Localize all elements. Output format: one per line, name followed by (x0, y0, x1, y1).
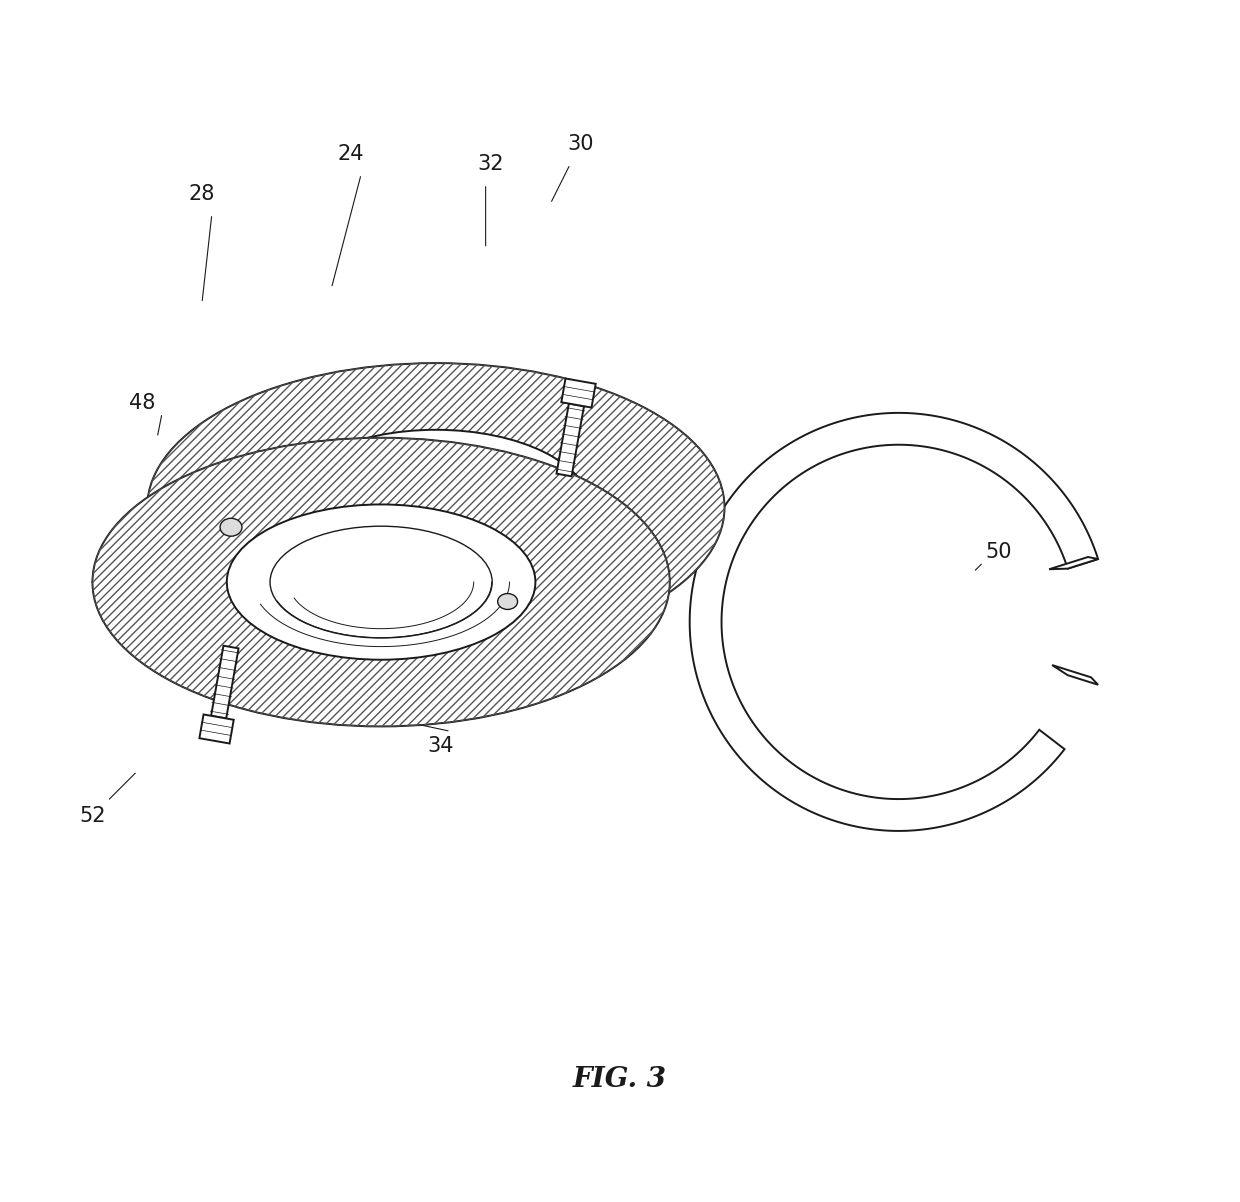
Polygon shape (1052, 665, 1099, 685)
Text: 24: 24 (339, 144, 365, 165)
Text: 30: 30 (567, 135, 594, 154)
Text: 32: 32 (477, 154, 503, 174)
Polygon shape (1049, 557, 1099, 570)
Polygon shape (93, 507, 724, 726)
Polygon shape (562, 379, 595, 407)
Text: 40: 40 (557, 558, 584, 577)
Text: 50: 50 (985, 542, 1012, 563)
Text: 48: 48 (129, 393, 155, 413)
Polygon shape (211, 645, 238, 719)
Ellipse shape (497, 594, 517, 609)
Polygon shape (227, 507, 590, 660)
Ellipse shape (148, 363, 724, 651)
Ellipse shape (281, 430, 590, 585)
Text: 26: 26 (358, 632, 384, 651)
Polygon shape (557, 404, 584, 476)
Text: 28: 28 (188, 184, 215, 204)
Text: 52: 52 (79, 807, 105, 826)
Text: FIG. 3: FIG. 3 (573, 1066, 667, 1094)
Ellipse shape (93, 438, 670, 726)
Polygon shape (200, 714, 234, 744)
Text: 34: 34 (428, 737, 454, 756)
Polygon shape (689, 412, 1099, 831)
Ellipse shape (219, 518, 242, 536)
Ellipse shape (227, 505, 536, 660)
